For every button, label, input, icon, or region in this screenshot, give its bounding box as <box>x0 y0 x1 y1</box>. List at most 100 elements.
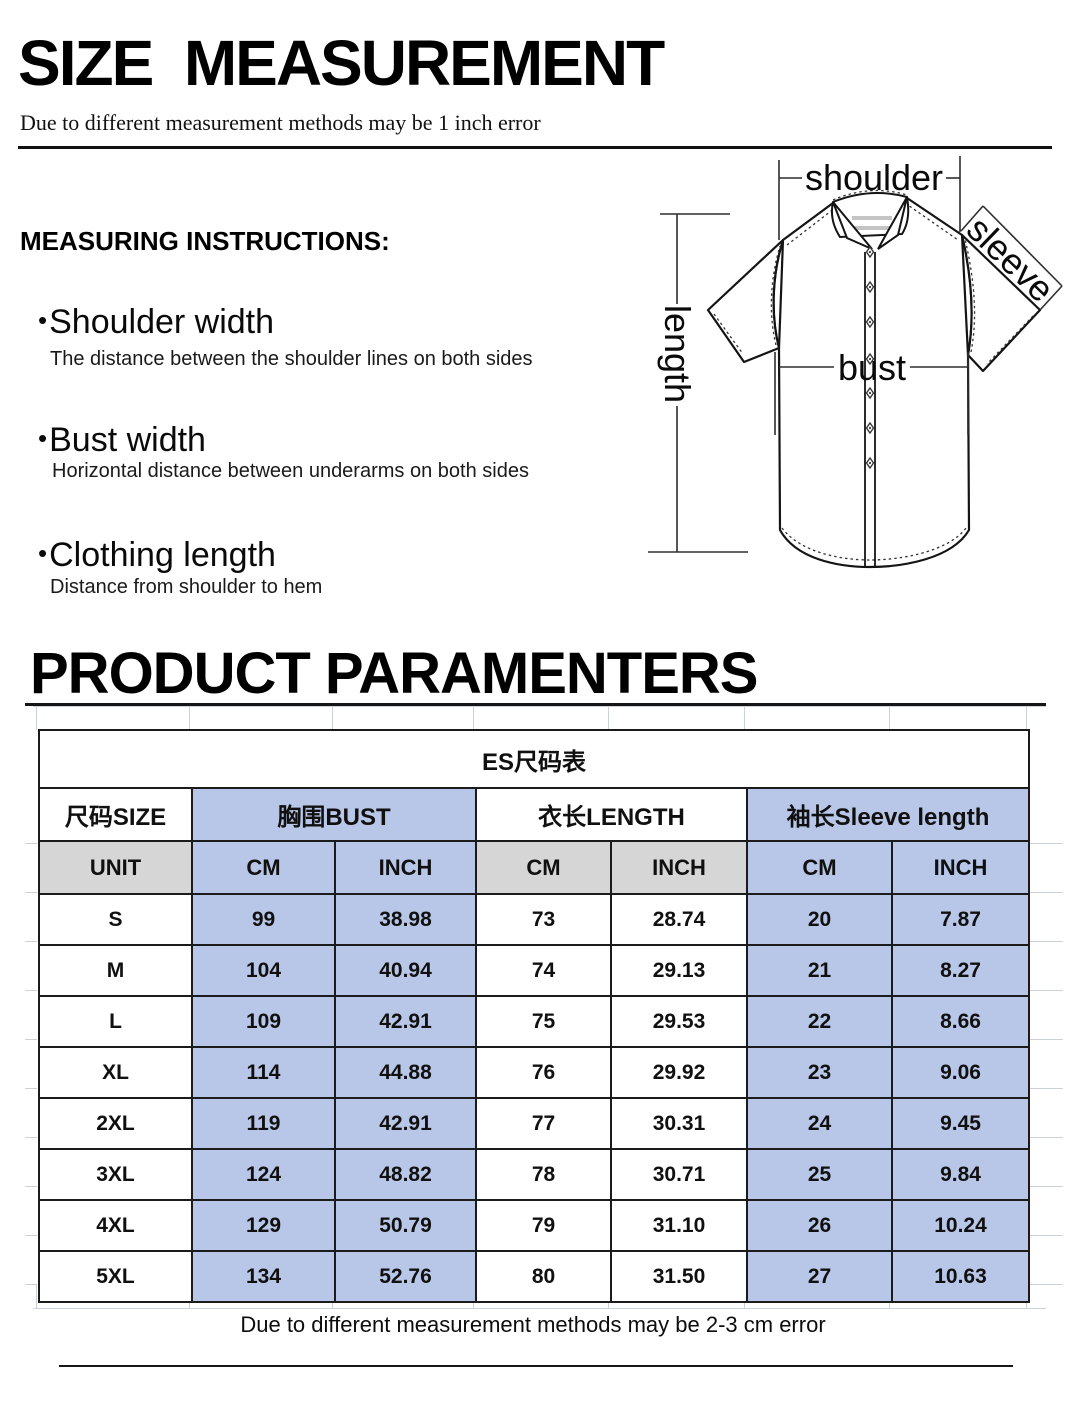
table-cell: 25 <box>746 1148 893 1201</box>
table-cell: 80 <box>475 1250 612 1303</box>
table-cell: 29.53 <box>610 995 748 1048</box>
table-cell: 20 <box>746 893 893 946</box>
table-cell: 114 <box>191 1046 336 1099</box>
table-cell: 129 <box>191 1199 336 1252</box>
table-cell: INCH <box>334 840 477 895</box>
table-cell: 袖长Sleeve length <box>745 787 1031 842</box>
table-cell: 26 <box>746 1199 893 1252</box>
product-parameters-title: PRODUCT PARAMENTERS <box>30 641 758 706</box>
table-cell: 76 <box>475 1046 612 1099</box>
page-subtitle: Due to different measurement methods may… <box>20 110 541 135</box>
table-cell: 22 <box>746 995 893 1048</box>
table-cell: 30.31 <box>610 1097 748 1150</box>
length-label: length <box>657 305 698 403</box>
instruction-desc: Distance from shoulder to hem <box>50 576 323 598</box>
spreadsheet-gridlines <box>33 706 1046 730</box>
armhole-seams <box>772 234 973 356</box>
table-cell: 4XL <box>38 1199 193 1252</box>
table-cell: INCH <box>610 840 748 895</box>
table-cell: 79 <box>475 1199 612 1252</box>
table-cell: 42.91 <box>334 995 477 1048</box>
table-cell: 104 <box>191 944 336 997</box>
spreadsheet-gridlines <box>25 843 37 1288</box>
button-placket <box>864 252 876 567</box>
instruction-term: Shoulder width <box>38 305 274 339</box>
table-cell: 24 <box>746 1097 893 1150</box>
table-cell: L <box>38 995 193 1048</box>
table-row: M 104 40.94 74 29.13 21 8.27 <box>38 944 1031 997</box>
table-cell: 衣长LENGTH <box>475 787 748 842</box>
table-cell: 5XL <box>38 1250 193 1303</box>
table-cell: 3XL <box>38 1148 193 1201</box>
table-cell: 31.50 <box>610 1250 748 1303</box>
instructions-heading: MEASURING INSTRUCTIONS: <box>20 226 390 256</box>
spreadsheet-gridlines <box>1029 843 1063 1288</box>
table-cell: 40.94 <box>334 944 477 997</box>
divider-line <box>59 1365 1013 1367</box>
table-cell: 28.74 <box>610 893 748 946</box>
table-cell: 75 <box>475 995 612 1048</box>
table-cell: INCH <box>890 840 1031 895</box>
table-cell: 29.92 <box>610 1046 748 1099</box>
table-cell: 44.88 <box>334 1046 477 1099</box>
divider-line <box>18 146 1052 149</box>
table-cell: 9.84 <box>890 1148 1031 1201</box>
buttons <box>865 245 875 470</box>
table-cell: 7.87 <box>890 893 1031 946</box>
instruction-desc: Horizontal distance between underarms on… <box>52 460 529 482</box>
table-cell: 134 <box>191 1250 336 1303</box>
bust-label: bust <box>838 347 906 388</box>
table-cell: 9.06 <box>890 1046 1031 1099</box>
table-row: 3XL 124 48.82 78 30.71 25 9.84 <box>38 1148 1031 1201</box>
table-cell: CM <box>746 840 893 895</box>
instruction-term: Clothing length <box>38 538 276 572</box>
dimension-lines <box>648 156 1063 553</box>
table-cell: ES尺码表 <box>37 729 1031 789</box>
table-cell: 99 <box>191 893 336 946</box>
table-cell: CM <box>191 840 336 895</box>
table-cell: XL <box>38 1046 193 1099</box>
table-cell: S <box>38 893 193 946</box>
table-cell: 109 <box>191 995 336 1048</box>
table-cell: 27 <box>746 1250 893 1303</box>
footer-note: Due to different measurement methods may… <box>240 1312 826 1337</box>
shirt-outline <box>706 196 1042 569</box>
table-row: ES尺码表 <box>37 729 1031 789</box>
table-cell: 48.82 <box>334 1148 477 1201</box>
table-row: 2XL 119 42.91 77 30.31 24 9.45 <box>38 1097 1031 1150</box>
instruction-desc: The distance between the shoulder lines … <box>50 348 533 370</box>
table-row: 4XL 129 50.79 79 31.10 26 10.24 <box>38 1199 1031 1252</box>
table-cell: 50.79 <box>334 1199 477 1252</box>
table-cell: 9.45 <box>890 1097 1031 1150</box>
table-cell: 77 <box>475 1097 612 1150</box>
table-cell: 119 <box>191 1097 336 1150</box>
table-cell: 78 <box>475 1148 612 1201</box>
table-cell: 31.10 <box>610 1199 748 1252</box>
table-cell: 52.76 <box>334 1250 477 1303</box>
page-title: SIZE MEASUREMENT <box>18 27 665 99</box>
table-cell: UNIT <box>38 840 193 895</box>
table-row: 5XL 134 52.76 80 31.50 27 10.63 <box>38 1250 1031 1303</box>
table-cell: 21 <box>746 944 893 997</box>
table-cell: CM <box>475 840 612 895</box>
table-row: UNIT CM INCH CM INCH CM INCH <box>38 840 1031 895</box>
table-cell: 胸围BUST <box>191 787 477 842</box>
table-cell: 10.63 <box>890 1250 1031 1303</box>
table-cell: M <box>38 944 193 997</box>
table-cell: 8.27 <box>890 944 1031 997</box>
size-table: ES尺码表 尺码SIZE 胸围BUST 衣长LENGTH 袖长Sleeve length… <box>37 729 1031 1303</box>
table-row: S 99 38.98 73 28.74 20 7.87 <box>38 893 1031 946</box>
shoulder-label: shoulder <box>805 157 943 198</box>
shirt-measurement-diagram: shoulder sleeve length bust <box>648 156 1063 569</box>
table-row: XL 114 44.88 76 29.92 23 9.06 <box>38 1046 1031 1099</box>
table-cell: 8.66 <box>890 995 1031 1048</box>
table-cell: 38.98 <box>334 893 477 946</box>
table-cell: 尺码SIZE <box>38 787 193 842</box>
table-cell: 74 <box>475 944 612 997</box>
collar <box>830 192 910 250</box>
table-cell: 29.13 <box>610 944 748 997</box>
instruction-term: Bust width <box>38 423 206 457</box>
divider-line <box>25 703 1046 706</box>
table-cell: 23 <box>746 1046 893 1099</box>
stitch-lines <box>713 189 1034 561</box>
